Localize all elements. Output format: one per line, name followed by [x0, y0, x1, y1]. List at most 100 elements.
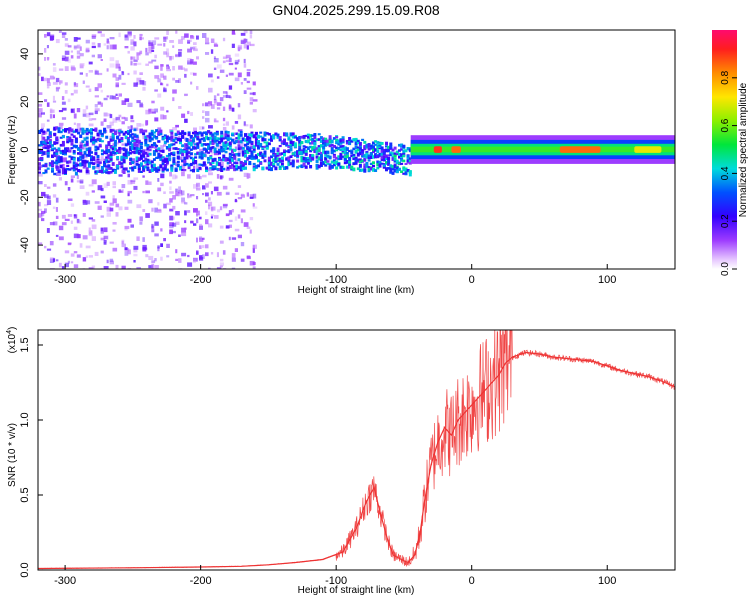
spectrogram-cell — [161, 159, 165, 163]
spectrogram-cell — [118, 165, 121, 169]
spectrogram-cell — [385, 167, 388, 170]
spectrogram-cell — [341, 138, 345, 142]
spectrogram-cell — [148, 139, 152, 143]
spectrogram-cell — [79, 185, 85, 189]
spectrogram-cell — [319, 164, 323, 167]
spectrogram-cell — [283, 141, 286, 146]
spectrogram-cell — [267, 142, 271, 146]
spectrogram-cell — [350, 140, 354, 143]
spectrogram-cell — [124, 36, 129, 41]
spectrogram-cell — [139, 72, 143, 75]
spectrogram-cell — [270, 155, 273, 159]
spectrogram-cell — [157, 93, 162, 98]
spectrogram-cell — [68, 150, 72, 153]
spectrogram-y-tick-label: -40 — [19, 237, 31, 253]
spectrogram-cell — [215, 168, 219, 171]
spectrogram-cell — [152, 158, 156, 161]
spectrogram-cell — [233, 153, 237, 157]
spectrogram-cell — [220, 158, 224, 162]
snr-x-tick-label: 100 — [598, 575, 616, 587]
spectrogram-cell — [152, 168, 156, 171]
spectrogram-cell — [361, 159, 365, 163]
spectrogram-cell — [139, 128, 143, 134]
spectrogram-cell — [87, 150, 91, 154]
spectrogram-cell — [222, 203, 228, 207]
spectrogram-cell — [61, 152, 65, 156]
spectrogram-cell — [293, 134, 297, 138]
spectrogram-cell — [79, 148, 83, 152]
spectrogram-cell — [178, 189, 183, 195]
spectrogram-cell — [404, 162, 408, 165]
spectrogram-cell — [112, 229, 116, 232]
spectrogram-cell — [382, 163, 386, 166]
spectrogram-cell — [178, 49, 183, 52]
spectrogram-cell — [228, 210, 233, 215]
spectrogram-cell — [131, 167, 135, 172]
spectrogram-cell — [228, 85, 233, 90]
spectrogram-cell — [98, 145, 102, 148]
spectrogram-cell — [146, 144, 150, 148]
spectrogram-cell — [216, 93, 220, 96]
spectrogram-cell — [234, 121, 239, 124]
spectrogram-cell — [406, 161, 410, 164]
spectrogram-cell — [161, 162, 165, 166]
spectrogram-cell — [313, 141, 317, 146]
spectrogram-cell — [46, 200, 52, 205]
spectrogram-cell — [378, 145, 382, 148]
spectrogram-cell — [85, 39, 90, 44]
spectrogram-cell — [252, 150, 256, 153]
spectrogram-cell — [55, 207, 58, 212]
spectrogram-cell — [175, 188, 178, 192]
spectrogram-cell — [246, 69, 251, 72]
spectrogram-cell — [278, 167, 282, 170]
spectrogram-cell — [115, 203, 120, 208]
spectrogram-cell — [225, 121, 229, 126]
spectrogram-cell — [228, 147, 232, 151]
spectrogram-cell — [92, 162, 96, 165]
spectrogram-cell — [231, 153, 234, 156]
spectrogram-cell — [109, 128, 113, 133]
spectrogram-cell — [135, 149, 139, 153]
spectrogram-cell — [345, 160, 349, 164]
spectrogram-cell — [267, 156, 271, 161]
spectrogram-cell — [38, 242, 43, 246]
spectrogram-cell — [328, 139, 332, 144]
spectrogram-y-tick-label: -20 — [19, 189, 31, 205]
spectrogram-cell — [111, 162, 115, 166]
spectrogram-cell — [250, 157, 254, 160]
spectrogram-cell — [408, 148, 412, 152]
spectrogram-cell — [172, 153, 176, 157]
spectrogram-cell — [157, 202, 160, 206]
spectrogram-cell — [187, 151, 191, 154]
spectrogram-cell — [133, 177, 139, 180]
spectrogram-cell — [311, 137, 315, 142]
spectrogram-cell — [241, 162, 245, 165]
spectrogram-cell — [213, 118, 217, 122]
spectrogram-cell — [358, 147, 362, 150]
spectrogram-cell — [77, 152, 80, 155]
spectrogram-cell — [220, 165, 224, 170]
spectrogram-cell — [70, 220, 73, 224]
spectrogram-cell — [100, 156, 104, 161]
spectrogram-cell — [49, 114, 53, 119]
spectrogram-cell — [116, 165, 120, 168]
spectrogram-cell — [106, 125, 112, 129]
spectrogram-cell — [179, 148, 182, 151]
spectrogram-cell — [64, 152, 67, 156]
spectrogram-cell — [354, 141, 358, 145]
spectrogram-cell — [178, 78, 181, 83]
spectrogram-cell — [174, 133, 178, 137]
spectrogram-cell — [42, 164, 46, 168]
spectrogram-cell — [283, 153, 286, 157]
spectrogram-cell — [181, 131, 185, 135]
spectrogram-cell — [315, 149, 319, 153]
spectrogram-cell — [83, 159, 87, 164]
spectrogram-cell — [228, 62, 234, 66]
spectrogram-cell — [172, 66, 175, 71]
spectrogram-cell — [49, 257, 55, 261]
spectrogram-cell — [211, 133, 215, 136]
spectrogram-cell — [155, 156, 159, 159]
spectrogram-cell — [250, 131, 254, 136]
spectrogram-cell — [287, 137, 291, 141]
spectrogram-cell — [87, 164, 91, 168]
